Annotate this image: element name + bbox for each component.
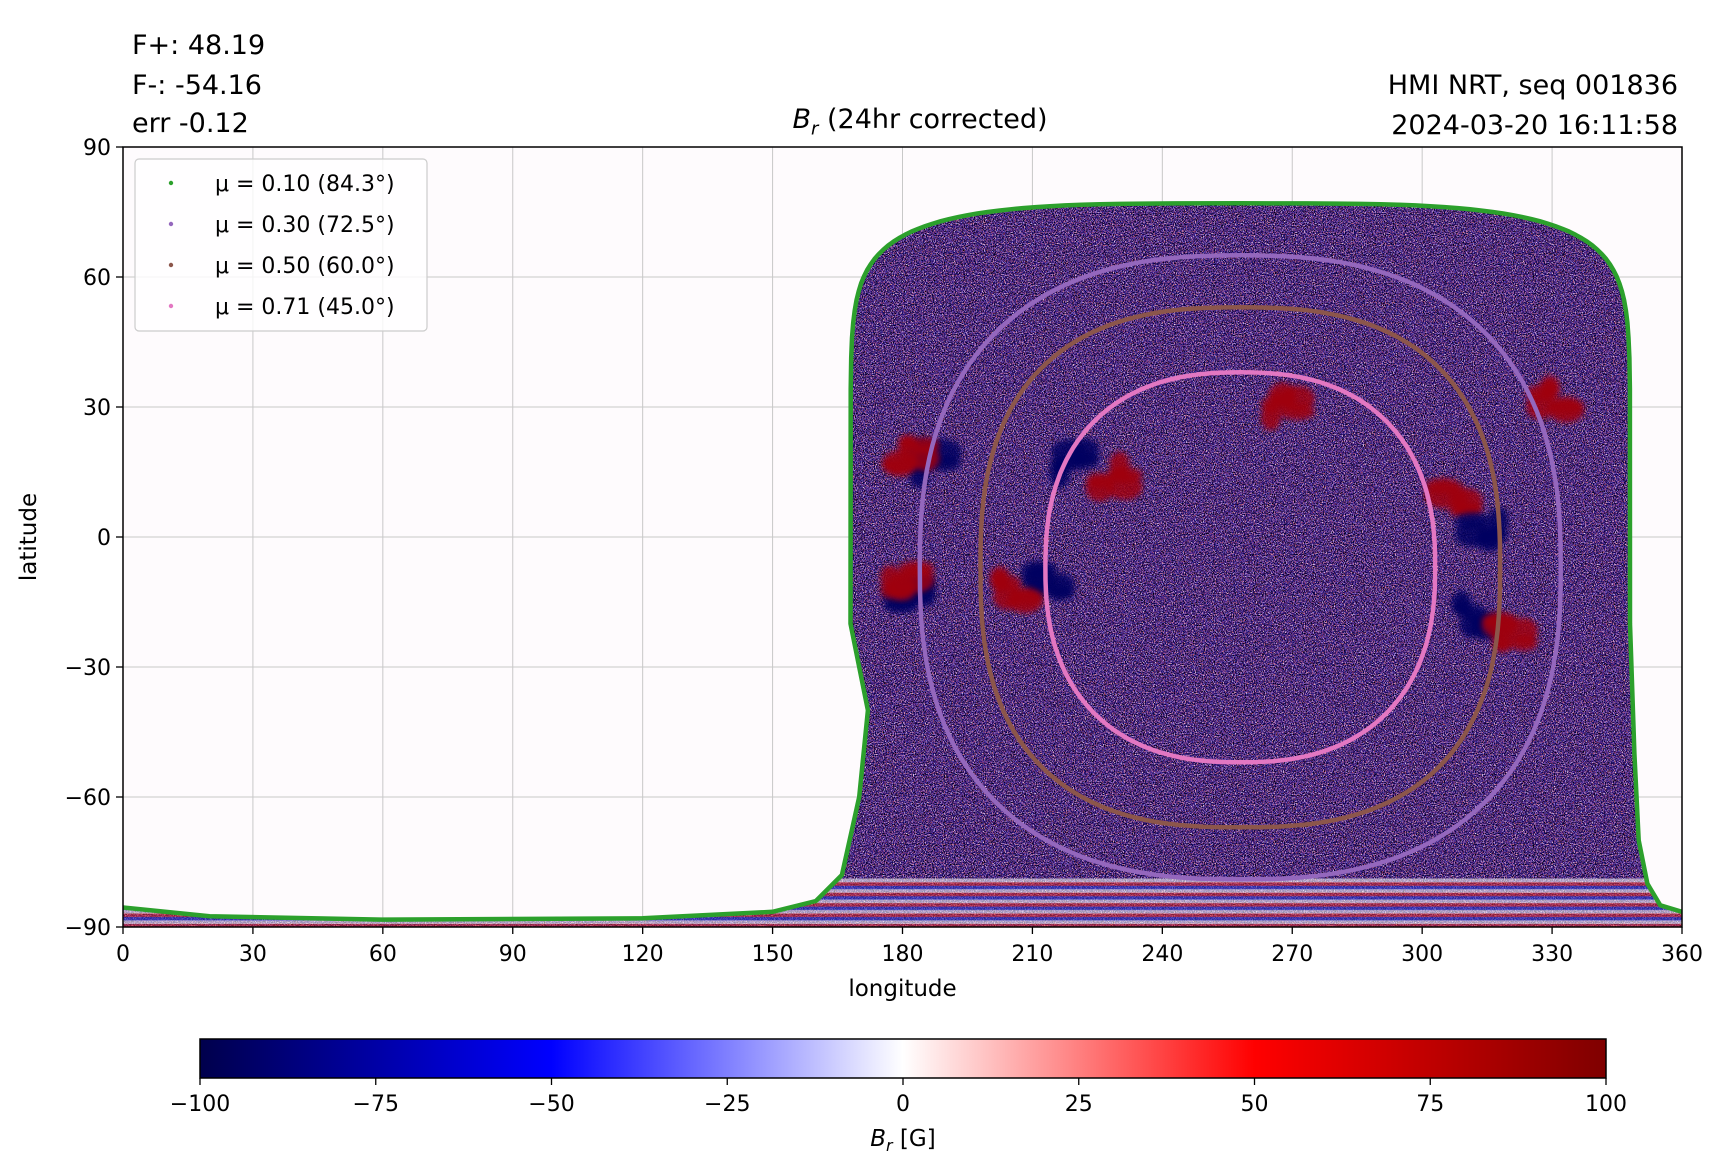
polar-band-stripe — [123, 885, 1682, 890]
legend-entry: μ = 0.10 (84.3°) — [215, 172, 395, 197]
legend-entry: μ = 0.50 (60.0°) — [215, 254, 395, 279]
x-tick-label: 150 — [752, 942, 794, 967]
flux-positive: F+: 48.19 — [132, 30, 266, 61]
polar-band-stripe — [123, 909, 1682, 914]
x-tick-label: 120 — [622, 942, 664, 967]
active-region-negative — [1049, 438, 1100, 489]
mu-contour-0 — [123, 201, 1682, 922]
colorbar-tick-label: −100 — [170, 1092, 230, 1117]
polar-band-stripe — [123, 895, 1682, 900]
legend: μ = 0.10 (84.3°) μ = 0.30 (72.5°) μ = 0.50… — [134, 158, 428, 332]
colorbar-label: Br [G] — [870, 1126, 935, 1152]
x-tick-label: 60 — [369, 942, 397, 967]
polar-band-stripe — [123, 892, 1682, 897]
y-tick-label: −60 — [65, 786, 111, 811]
y-tick-label: 60 — [83, 266, 111, 291]
chart-title: Br (24hr corrected) — [0, 104, 1728, 139]
colorbar-label-symbol: B — [870, 1126, 886, 1152]
flux-negative: F-: -54.16 — [132, 70, 262, 101]
y-axis-ticks: −90 −60 −30 0 30 60 90 — [65, 136, 123, 941]
x-axis-ticks: 0 30 60 90 120 150 180 210 240 270 300 330 360 — [116, 927, 1703, 967]
x-tick-label: 210 — [1011, 942, 1053, 967]
x-tick-label: 330 — [1531, 942, 1573, 967]
y-tick-label: 0 — [97, 526, 111, 551]
mu-contour-3 — [1043, 370, 1438, 765]
polar-band-stripe — [123, 899, 1682, 904]
colorbar-ticks: −100 −75 −50 −25 0 25 50 75 100 — [170, 1078, 1627, 1117]
y-tick-label: 30 — [83, 396, 111, 421]
legend-marker — [168, 180, 174, 186]
polar-band-stripe — [123, 902, 1682, 907]
legend-entry: μ = 0.71 (45.0°) — [215, 295, 395, 320]
colorbar-label-unit: [G] — [893, 1126, 936, 1152]
polar-band-stripe — [123, 888, 1682, 893]
x-axis-label: longitude — [848, 976, 956, 1002]
colorbar-gradient — [199, 1038, 1607, 1079]
y-axis-label: latitude — [16, 493, 42, 581]
title-rest: (24hr corrected) — [818, 104, 1048, 135]
active-region-positive — [1526, 375, 1585, 423]
colorbar-tick-label: −50 — [528, 1092, 574, 1117]
colorbar-tick-label: −25 — [704, 1092, 750, 1117]
active-region-positive — [1085, 451, 1143, 502]
polar-band-stripe — [123, 913, 1682, 918]
active-region-positive — [1260, 382, 1316, 431]
colorbar-tick-label: 25 — [1065, 1092, 1093, 1117]
active-region-negative — [1454, 507, 1509, 552]
x-tick-label: 300 — [1401, 942, 1443, 967]
legend-box — [134, 158, 428, 332]
flux-error: err -0.12 — [132, 108, 249, 139]
timestamp-label: 2024-03-20 16:11:58 — [1391, 110, 1678, 141]
colorbar-tick-label: 0 — [896, 1092, 910, 1117]
active-regions — [123, 375, 1682, 928]
colorbar-tick-label: −75 — [353, 1092, 399, 1117]
active-region-positive — [989, 566, 1044, 614]
x-tick-label: 270 — [1271, 942, 1313, 967]
colorbar-tick-label: 100 — [1585, 1092, 1627, 1117]
legend-marker — [168, 303, 174, 309]
x-tick-label: 0 — [116, 942, 130, 967]
x-tick-label: 30 — [239, 942, 267, 967]
x-tick-label: 240 — [1141, 942, 1183, 967]
y-tick-label: 90 — [83, 136, 111, 161]
x-tick-label: 90 — [499, 942, 527, 967]
y-tick-label: −30 — [65, 656, 111, 681]
polar-band-stripe — [123, 906, 1682, 911]
mu-contour-2 — [978, 305, 1503, 830]
mu-contour-1 — [917, 253, 1563, 882]
polar-band-stripe — [123, 923, 1682, 928]
active-region-positive — [880, 560, 935, 601]
title-subscript: r — [811, 118, 819, 140]
legend-entry: μ = 0.30 (72.5°) — [215, 213, 395, 238]
colorbar-tick-label: 75 — [1416, 1092, 1444, 1117]
legend-marker — [168, 221, 174, 227]
polar-band-stripe — [123, 881, 1682, 886]
instrument-label: HMI NRT, seq 001836 — [1387, 70, 1678, 101]
mu-contours — [123, 201, 1682, 922]
colorbar-label-subscript: r — [886, 1136, 894, 1152]
legend-marker — [168, 262, 174, 268]
colorbar-tick-label: 50 — [1241, 1092, 1269, 1117]
x-tick-label: 180 — [882, 942, 924, 967]
x-tick-label: 360 — [1661, 942, 1703, 967]
y-tick-label: −90 — [65, 916, 111, 941]
polar-band-stripe — [123, 920, 1682, 925]
active-region-positive — [1424, 478, 1483, 519]
polar-band-stripe — [123, 916, 1682, 921]
polar-band-stripe — [123, 878, 1682, 883]
colorbar: −100 −75 −50 −25 0 25 50 75 100 Br [G] — [170, 1038, 1627, 1152]
title-symbol: B — [792, 104, 812, 135]
